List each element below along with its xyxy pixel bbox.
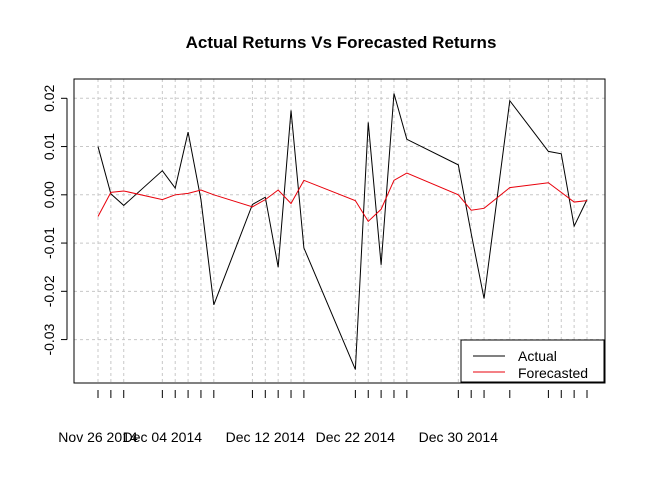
y-tick-label: -0.02: [41, 275, 57, 307]
legend: Actual Forecasted: [460, 339, 605, 383]
grid: [74, 79, 605, 383]
legend-label-forecasted: Forecasted: [518, 365, 588, 381]
plot-frame: [73, 78, 606, 384]
x-tick-label: Dec 12 2014: [226, 429, 306, 445]
series-line-forecasted: [97, 172, 588, 223]
y-tick-label: 0.00: [41, 181, 57, 208]
x-tick-label: Dec 30 2014: [419, 429, 499, 445]
y-axis: -0.03 -0.02 -0.01 0.00 0.01 0.02: [41, 84, 68, 356]
x-tick-label: Nov 26 2014: [58, 429, 138, 445]
y-tick-label: 0.02: [41, 84, 57, 111]
x-tick-label: Dec 22 2014: [316, 429, 396, 445]
y-tick-label: 0.01: [41, 133, 57, 160]
x-tick-label: Dec 04 2014: [123, 429, 203, 445]
series-line-actual: [97, 93, 588, 370]
legend-label-actual: Actual: [518, 348, 557, 364]
chart-title: Actual Returns Vs Forecasted Returns: [186, 33, 497, 52]
legend-box: [460, 339, 605, 383]
y-tick-label: -0.03: [41, 323, 57, 355]
series-lines: [97, 93, 588, 370]
y-tick-label: -0.01: [41, 227, 57, 259]
